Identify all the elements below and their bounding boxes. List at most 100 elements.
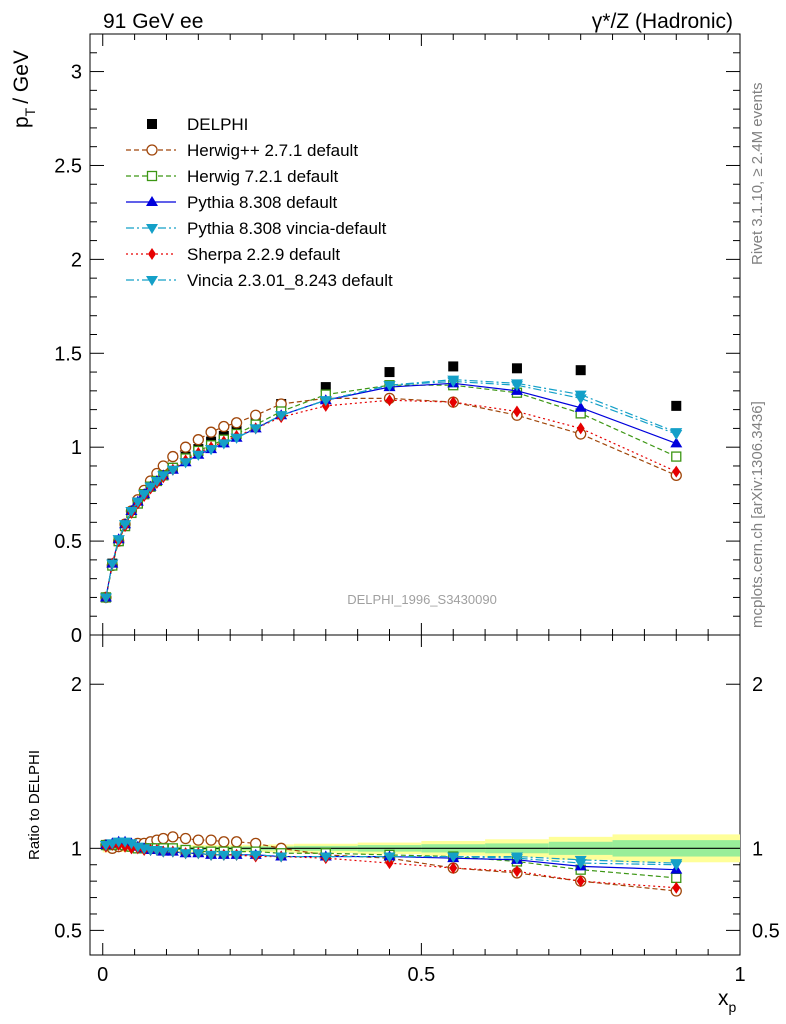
data-point: [385, 394, 394, 407]
main-ylabel: pT / GeV: [10, 50, 38, 128]
main-panel: 0 0.5 1 1.5 2 2.5 3: [54, 33, 741, 955]
ratio-point: [157, 847, 170, 858]
data-point: [230, 433, 243, 444]
ratio-point: [670, 860, 683, 871]
xlabel-main: x: [718, 987, 729, 1010]
data-point: [192, 450, 205, 461]
data-point: [230, 417, 243, 429]
data-point: [670, 437, 683, 448]
data-point: [510, 381, 523, 392]
main-ylabel-unit: / GeV: [10, 50, 33, 104]
ratio-y-tick-label: 0.5: [54, 920, 82, 942]
ratio-y-tick-label-right: 2: [752, 674, 763, 696]
header-right: γ*/Z (Hadronic): [592, 10, 733, 33]
series-line: [105, 397, 677, 598]
ratio-point: [275, 852, 288, 863]
ratio-point: [576, 875, 585, 888]
series-6: [99, 377, 683, 604]
data-point: [218, 420, 230, 433]
series-line: [105, 384, 677, 598]
legend-item: Vincia 2.3.01_8.243 default: [126, 271, 393, 290]
legend-item: Sherpa 2.2.9 default: [126, 245, 340, 264]
ratio-point: [447, 852, 460, 863]
ratio-point: [179, 849, 192, 860]
data-point: [144, 482, 157, 493]
ratio-series-5: [99, 837, 683, 871]
xlabel: xp: [718, 987, 737, 1015]
data-point: [512, 405, 521, 418]
ratio-point: [249, 850, 262, 861]
legend-label: Vincia 2.3.01_8.243 default: [187, 271, 393, 290]
data-point: [250, 409, 262, 421]
data-point: [574, 401, 587, 412]
ratio-point: [672, 881, 681, 894]
legend-label: Herwig 7.2.1 default: [187, 167, 338, 186]
ratio-point: [217, 850, 230, 861]
ratio-y-tick-label: 1: [71, 838, 82, 860]
ratio-y-tick-label-right: 1: [752, 838, 763, 860]
data-point: [217, 439, 230, 450]
ratio-frame: [89, 634, 741, 956]
y-tick-label: 1: [71, 437, 82, 459]
legend-label: DELPHI: [187, 115, 248, 134]
data-point: [320, 382, 331, 393]
data-point: [166, 465, 179, 476]
data-point: [319, 396, 332, 407]
ratio-point: [671, 872, 682, 884]
ratio-point: [192, 834, 204, 846]
data-point: [150, 476, 163, 487]
legend-label: Herwig++ 2.7.1 default: [187, 141, 358, 160]
y-tick-label: 2.5: [54, 155, 82, 177]
data-point: [99, 593, 112, 604]
legend-marker: [146, 196, 158, 206]
y-tick-label: 0: [71, 625, 82, 647]
data-point: [112, 535, 125, 546]
ratio-point: [167, 831, 179, 843]
legend-marker: [148, 248, 156, 260]
legend-label: Pythia 8.308 vincia-default: [187, 219, 387, 238]
data-point: [449, 396, 458, 409]
data-point: [205, 426, 217, 438]
ratio-point: [192, 849, 205, 860]
data-point: [511, 363, 522, 374]
ratio-point: [179, 832, 192, 845]
series-line: [105, 378, 677, 598]
ratio-point: [319, 852, 332, 863]
series-line: [105, 380, 677, 598]
legend: DELPHI Herwig++ 2.7.1 default Herwig 7.2.1…: [126, 115, 393, 290]
ratio-point: [205, 850, 218, 861]
ratio-y-tick-label: 2: [71, 674, 82, 696]
ratio-point: [574, 859, 587, 870]
series-1: [100, 392, 682, 604]
data-point: [670, 430, 683, 441]
ratio-point: [125, 839, 138, 850]
legend-marker: [146, 170, 158, 182]
legend-marker: [147, 119, 157, 129]
data-point: [383, 381, 396, 392]
data-point: [106, 559, 119, 570]
ratio-point: [230, 836, 243, 848]
data-point: [384, 367, 395, 378]
data-point: [179, 458, 192, 469]
ratio-point: [449, 862, 458, 875]
rivet-label: Rivet 3.1.10, ≥ 2.4M events: [749, 83, 766, 266]
ratio-point: [383, 852, 396, 863]
data-point: [179, 441, 192, 453]
data-point: [671, 400, 682, 411]
x-tick-label: 0.5: [407, 964, 435, 986]
ratio-point: [510, 854, 523, 865]
x-tick-label: 0: [97, 964, 108, 986]
y-tick-label: 3: [71, 62, 82, 84]
legend-item: Pythia 8.308 vincia-default: [126, 219, 387, 238]
ratio-point: [157, 832, 169, 845]
y-tick-label: 2: [71, 249, 82, 271]
data-point: [275, 411, 288, 422]
data-point: [119, 520, 132, 531]
legend-label: Sherpa 2.2.9 default: [187, 245, 340, 264]
data-point: [157, 471, 170, 482]
series-3: [99, 377, 683, 602]
ratio-y-tick-label-right: 0.5: [752, 920, 780, 942]
ratio-point: [218, 836, 230, 848]
series-4: [99, 375, 683, 604]
